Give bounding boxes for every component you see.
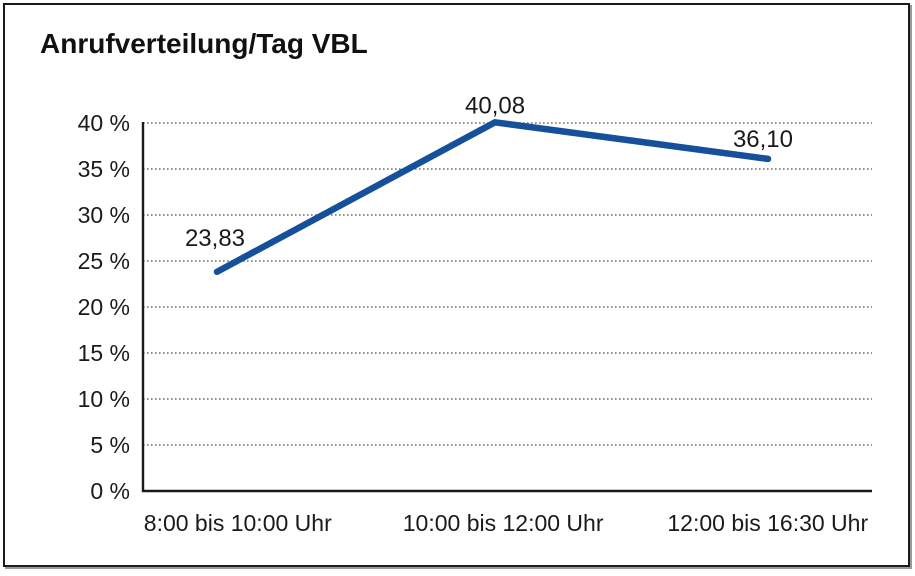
y-tick-label: 5 %	[90, 432, 130, 458]
y-tick-label: 30 %	[78, 202, 130, 228]
data-series-line	[213, 119, 772, 276]
y-tick-label: 25 %	[78, 248, 130, 274]
y-tick-label: 10 %	[78, 386, 130, 412]
x-category-label: 8:00 bis 10:00 Uhr	[144, 510, 332, 536]
y-tick-label: 35 %	[78, 156, 130, 182]
x-category-label: 10:00 bis 12:00 Uhr	[403, 510, 604, 536]
y-tick-label: 40 %	[78, 110, 130, 136]
chart-frame-border	[3, 3, 910, 567]
data-label: 23,83	[185, 225, 245, 252]
data-label: 40,08	[465, 92, 525, 119]
data-label: 36,10	[733, 126, 793, 153]
y-tick-label: 20 %	[78, 294, 130, 320]
x-category-label: 12:00 bis 16:30 Uhr	[667, 510, 868, 536]
y-tick-label: 0 %	[90, 478, 130, 504]
chart-title: Anrufverteilung/Tag VBL	[40, 28, 368, 59]
y-tick-label: 15 %	[78, 340, 130, 366]
